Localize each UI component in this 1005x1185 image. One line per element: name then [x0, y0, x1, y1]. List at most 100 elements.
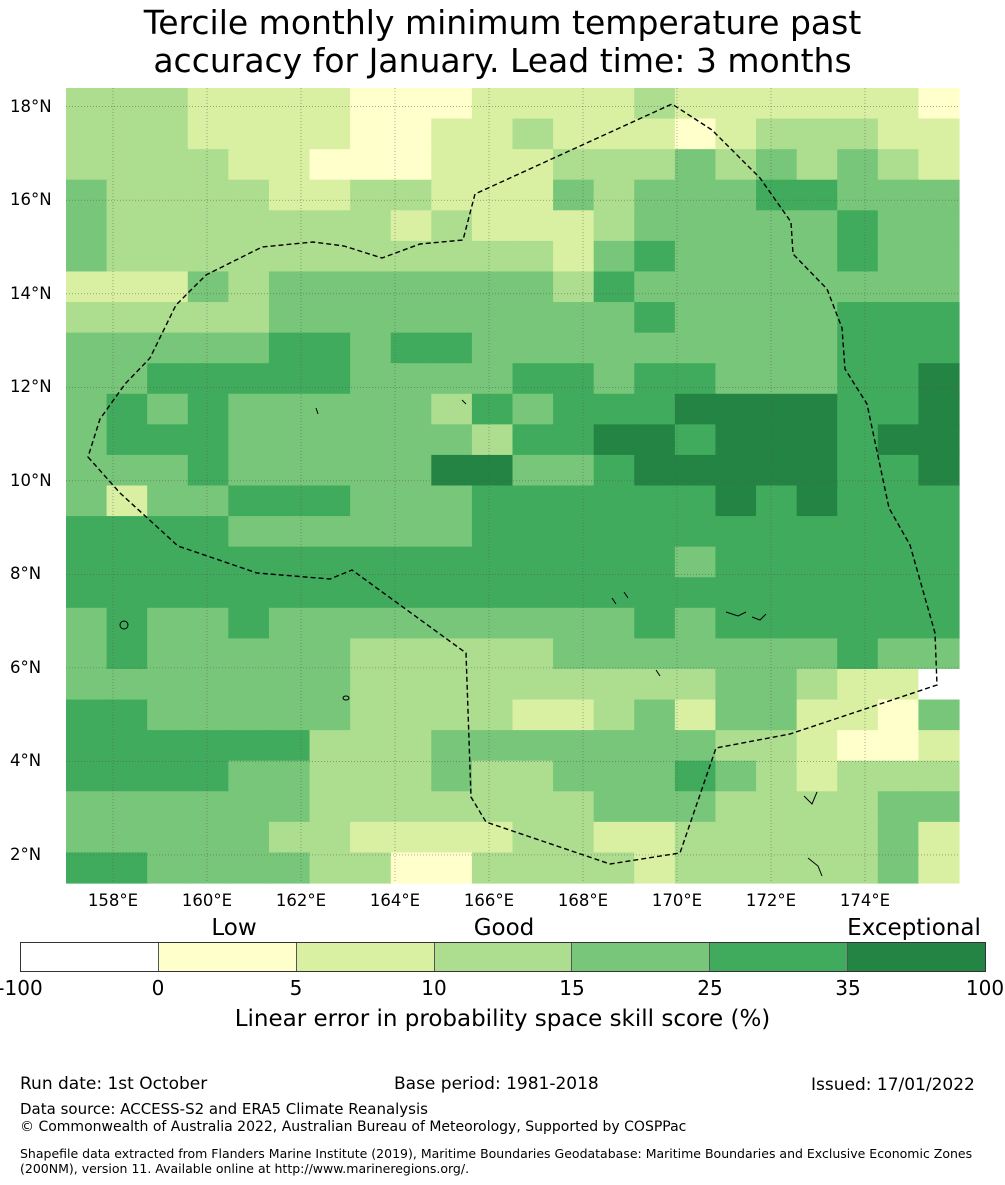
grid-cell: [553, 332, 595, 364]
grid-cell: [715, 546, 757, 578]
grid-cell: [593, 393, 635, 425]
grid-cell: [877, 88, 920, 120]
grid-cell: [147, 730, 189, 762]
grid-cell: [187, 791, 229, 823]
grid-cell: [147, 760, 189, 792]
grid-cell: [106, 424, 148, 456]
latitude-tick-label: 8°N: [10, 564, 42, 584]
grid-cell: [877, 668, 920, 701]
grid-cell: [309, 699, 351, 731]
grid-cell: [228, 638, 270, 670]
grid-cell: [918, 210, 960, 242]
grid-cell: [756, 730, 798, 762]
grid-cell: [674, 454, 717, 487]
grid-cell: [674, 424, 717, 456]
grid-cell: [674, 485, 717, 517]
data-source: Data source: ACCESS-S2 and ERA5 Climate …: [20, 1100, 428, 1118]
grid-cell: [147, 485, 189, 517]
grid-cell: [471, 302, 514, 334]
grid-cell: [837, 668, 879, 701]
grid-cell: [66, 88, 108, 120]
colorbar-segment: [572, 943, 711, 971]
grid-cell: [715, 149, 757, 181]
grid-cell: [187, 424, 229, 456]
grid-cell: [796, 546, 838, 578]
grid-cell: [715, 240, 757, 273]
grid-cell: [553, 88, 595, 120]
grid-cell: [471, 546, 514, 578]
grid-cell: [268, 821, 311, 854]
grid-cell: [796, 852, 838, 884]
grid-cell: [106, 363, 148, 395]
longitude-tick-label: 158°E: [87, 891, 139, 910]
grid-cell: [918, 88, 960, 120]
grid-cell: [634, 302, 676, 334]
grid-cell: [66, 240, 108, 273]
grid-cell: [715, 118, 757, 150]
grid-cell: [593, 760, 635, 792]
grid-cell: [837, 607, 879, 639]
colorbar-tick-label: 35: [835, 976, 861, 1000]
grid-cell: [147, 271, 189, 303]
grid-cell: [593, 271, 635, 303]
grid-cell: [228, 302, 270, 334]
grid-cell: [634, 393, 676, 425]
grid-cell: [228, 118, 270, 150]
grid-cell: [715, 485, 757, 517]
grid-cell: [66, 454, 108, 487]
grid-cell: [877, 393, 920, 425]
grid-cell: [837, 88, 879, 120]
grid-cell: [634, 760, 676, 792]
grid-cell: [471, 852, 514, 884]
grid-cell: [228, 516, 270, 548]
grid-cell: [593, 821, 635, 854]
grid-cell: [918, 240, 960, 273]
grid-cell: [106, 852, 148, 884]
grid-cell: [431, 302, 473, 334]
grid-cell: [309, 88, 351, 120]
grid-cell: [66, 210, 108, 242]
graticule: [66, 88, 959, 883]
grid-cell: [837, 454, 879, 487]
grid-cell: [66, 730, 108, 762]
grid-cell: [512, 210, 554, 242]
grid-cell: [674, 668, 717, 701]
grid-cell: [553, 638, 595, 670]
grid-cell: [756, 607, 798, 639]
grid-cell: [390, 760, 432, 792]
grid-cell: [106, 210, 148, 242]
grid-cell: [593, 149, 635, 181]
grid-cell: [431, 393, 473, 425]
grid-cell: [350, 791, 392, 823]
grid-cell: [147, 668, 189, 701]
grid-cell: [593, 607, 635, 639]
grid-cell: [796, 271, 838, 303]
title-line-2: accuracy for January. Lead time: 3 month…: [153, 41, 852, 80]
grid-cell: [634, 607, 676, 639]
grid-cell: [553, 546, 595, 578]
grid-cell: [918, 577, 960, 609]
grid-cell: [268, 852, 311, 884]
grid-cell: [147, 118, 189, 150]
grid-cell: [66, 363, 108, 395]
grid-cell: [187, 699, 229, 731]
grid-cell: [674, 638, 717, 670]
grid-cell: [309, 760, 351, 792]
grid-cell: [796, 668, 838, 701]
grid-cell: [228, 179, 270, 211]
grid-cell: [837, 730, 879, 762]
grid-cell: [593, 516, 635, 548]
grid-cell: [837, 852, 879, 884]
grid-cell: [512, 852, 554, 884]
grid-cell: [634, 791, 676, 823]
grid-cell: [471, 577, 514, 609]
skill-grid: [66, 88, 960, 884]
grid-cell: [309, 791, 351, 823]
grid-cell: [228, 730, 270, 762]
grid-cell: [309, 149, 351, 181]
grid-cell: [796, 240, 838, 273]
grid-cell: [837, 485, 879, 517]
grid-cell: [147, 149, 189, 181]
grid-cell: [796, 424, 838, 456]
grid-cell: [431, 179, 473, 211]
